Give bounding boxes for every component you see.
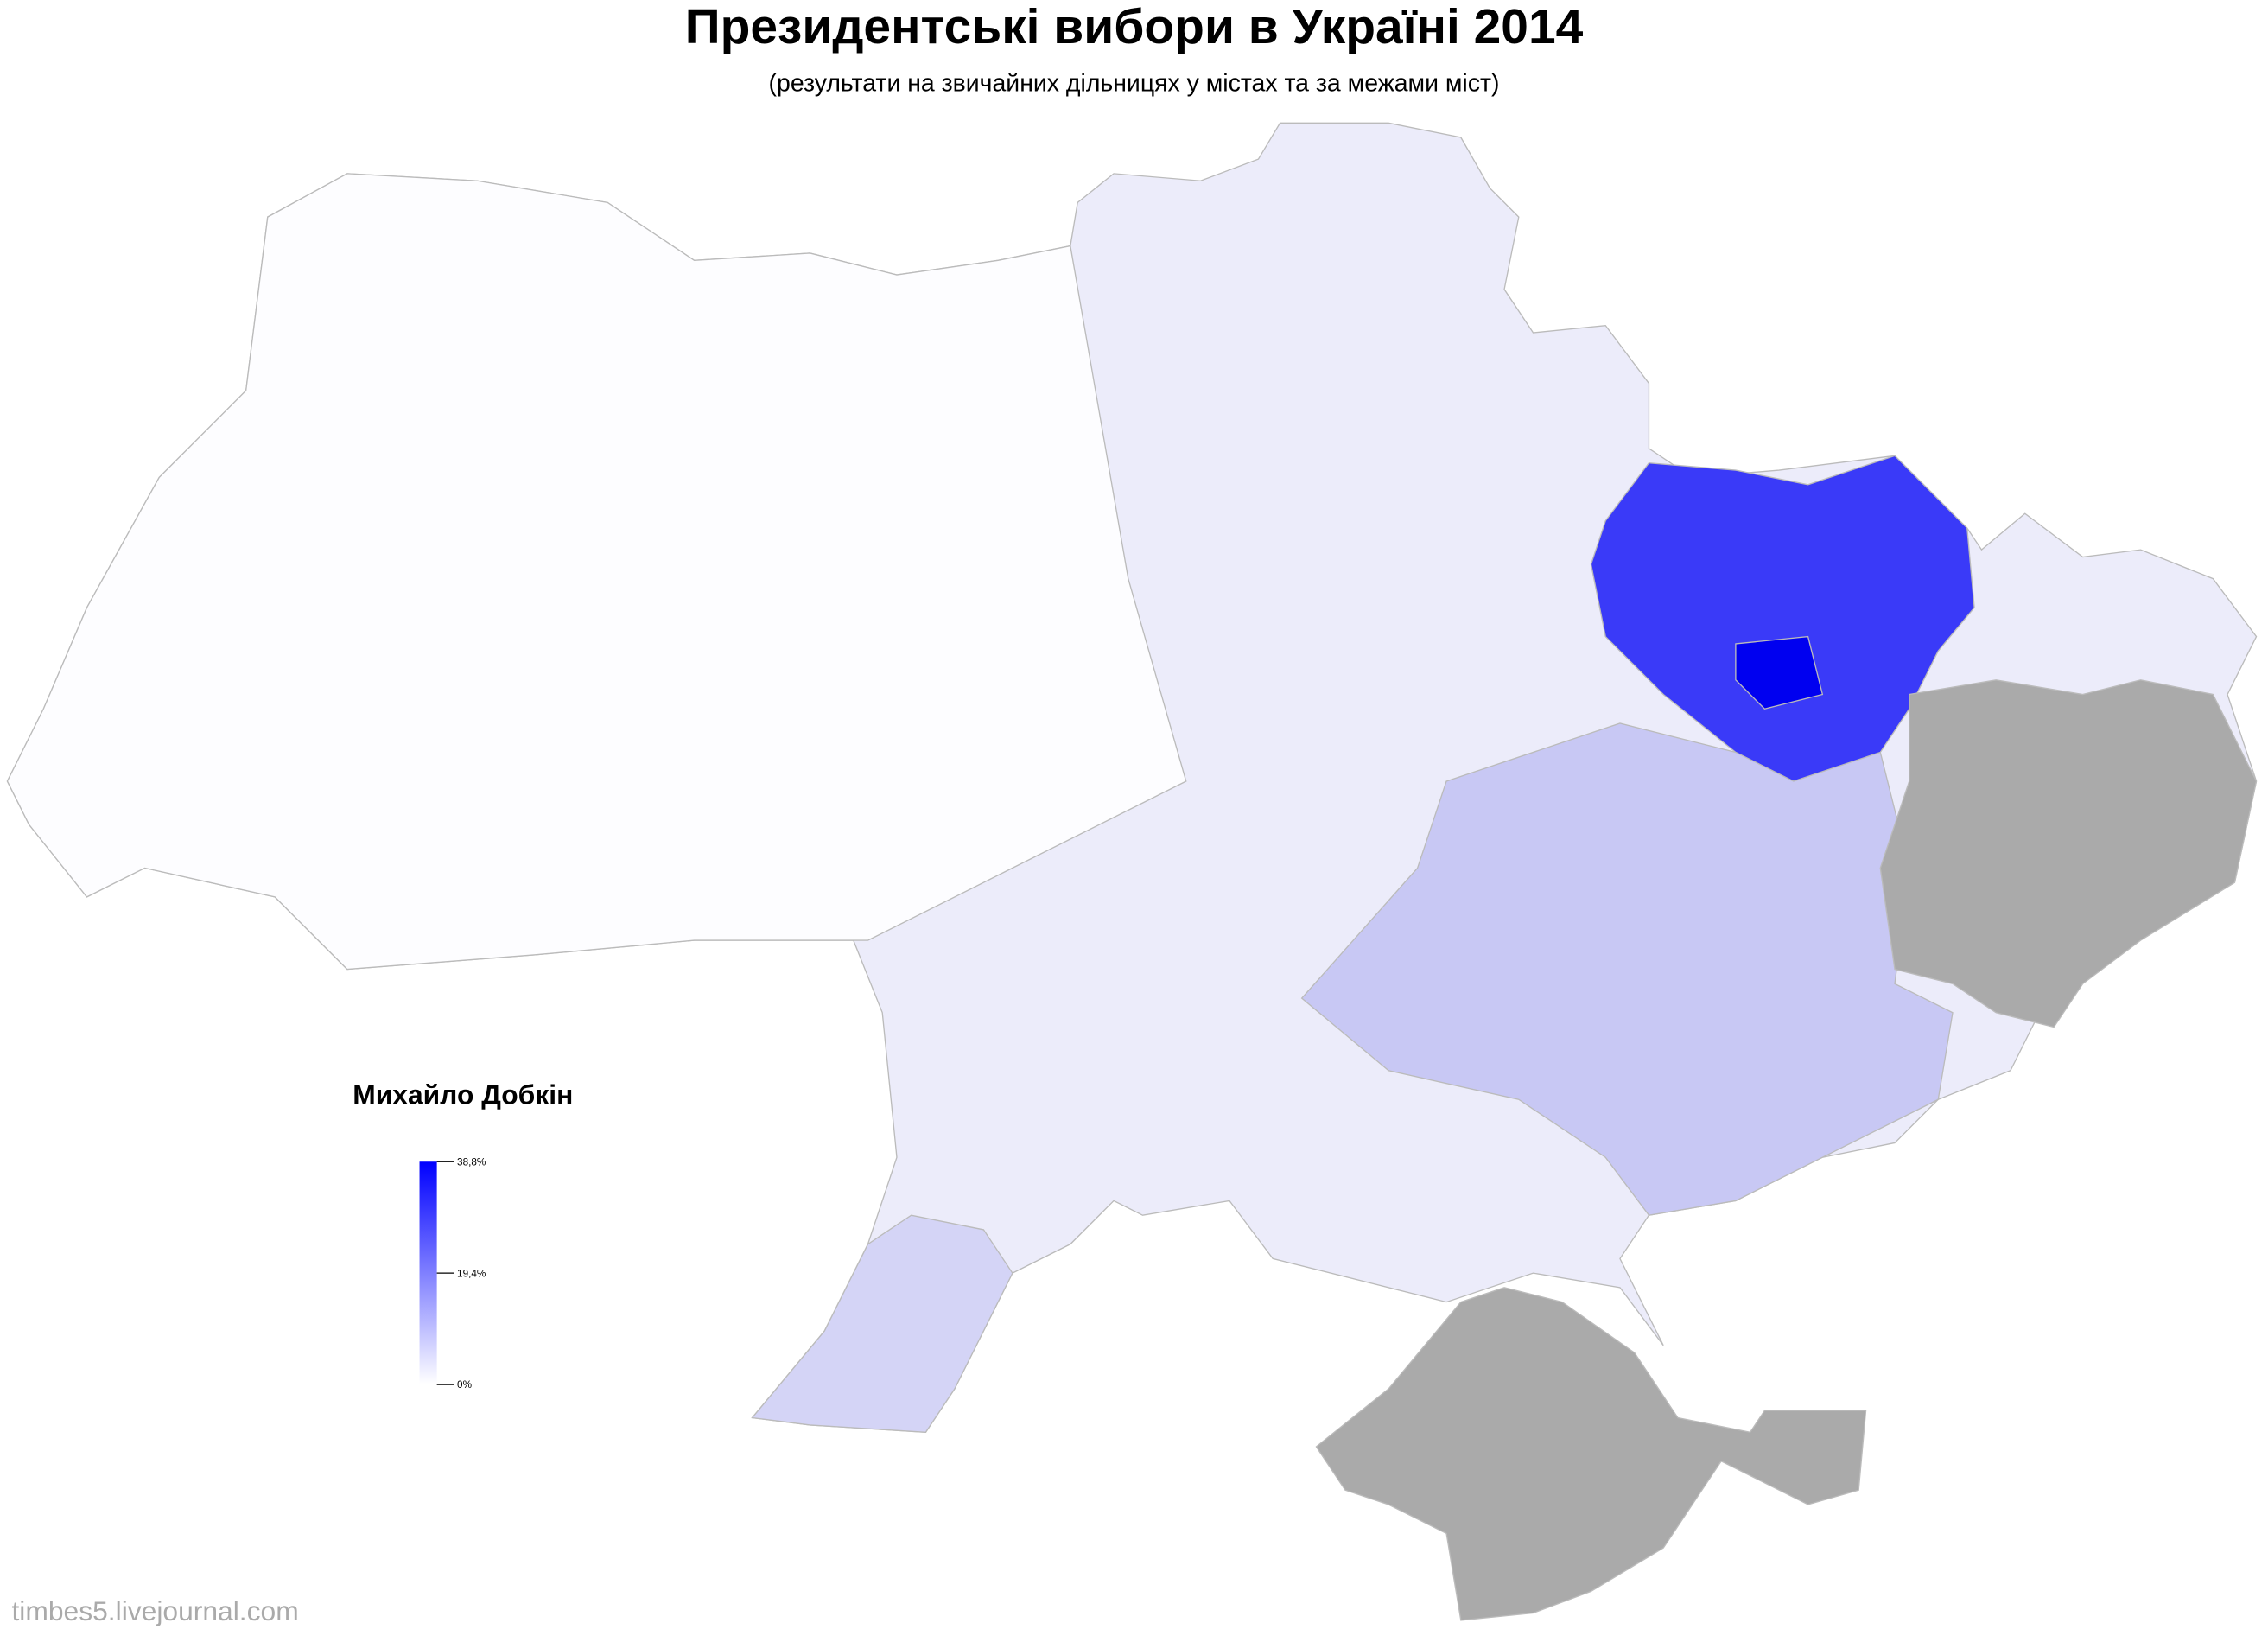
region-crimea — [1315, 1287, 1867, 1621]
legend-bar — [419, 1161, 437, 1385]
region-donbas — [1879, 679, 2258, 1028]
subtitle: (результати на звичайних дільницях у міс… — [769, 69, 1500, 97]
legend-tick-label: 19,4% — [457, 1268, 486, 1279]
legend-tick-label: 38,8% — [457, 1156, 486, 1168]
legend-tick-label: 0% — [457, 1379, 472, 1391]
credit: timbes5.livejournal.com — [11, 1595, 298, 1626]
region-kharkiv-core — [1735, 635, 1824, 710]
region-west — [6, 173, 1187, 971]
legend-title: Михайло Добкін — [353, 1079, 573, 1110]
title: Президентські вибори в Україні 2014 — [685, 0, 1584, 54]
legend-ticks: 38,8% 19,4% 0% — [436, 1156, 486, 1391]
region-kharkiv — [1590, 455, 1975, 782]
country — [6, 122, 2258, 1621]
region-odesa — [751, 1214, 1013, 1433]
